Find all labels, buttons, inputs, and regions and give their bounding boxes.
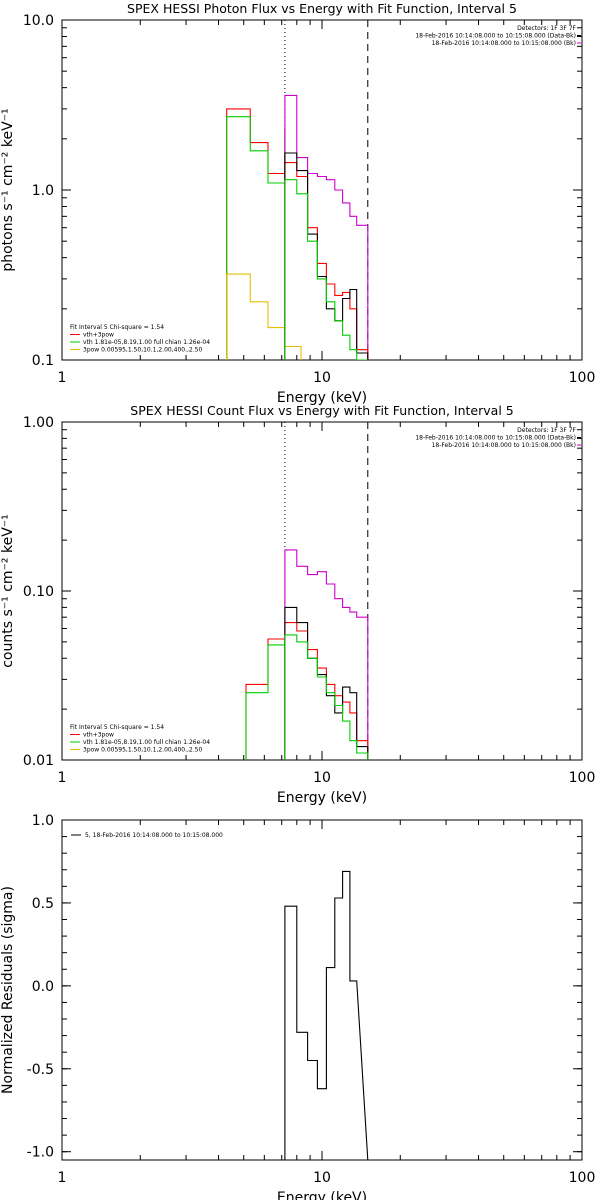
x-tick-label: 100 bbox=[569, 370, 596, 386]
x-tick-label: 1 bbox=[58, 1170, 67, 1186]
x-tick-label: 100 bbox=[569, 1170, 596, 1186]
y-axis-label: photons s⁻¹ cm⁻² keV⁻¹ bbox=[0, 108, 16, 271]
legend-text: 5, 18-Feb-2016 10:14:08.000 to 10:15:08.… bbox=[85, 832, 223, 839]
y-tick-label: 1.0 bbox=[32, 813, 54, 829]
x-axis-label: Energy (keV) bbox=[277, 390, 367, 406]
series-histogram-4 bbox=[284, 94, 369, 360]
plot-frame bbox=[61, 819, 583, 1161]
y-tick-label: 0.10 bbox=[23, 584, 54, 600]
info-text: 18-Feb-2016 10:14:08.000 to 10:15:08.000… bbox=[432, 40, 576, 47]
series-histogram-1 bbox=[245, 634, 286, 760]
x-tick-label: 1 bbox=[58, 370, 67, 386]
series-histogram-3 bbox=[226, 273, 302, 360]
series-histogram-1 bbox=[226, 108, 286, 360]
y-tick-label: 0.1 bbox=[32, 353, 54, 369]
x-tick-label: 10 bbox=[313, 1170, 331, 1186]
series-histogram-2 bbox=[245, 640, 286, 760]
y-tick-label: 0.01 bbox=[23, 753, 54, 769]
chart-panel-2: SPEX HESSI Count Flux vs Energy with Fit… bbox=[0, 403, 595, 806]
y-axis-label: counts s⁻¹ cm⁻² keV⁻¹ bbox=[0, 514, 16, 668]
info-text: Detectors: 1F 3F 7F bbox=[517, 25, 576, 32]
x-tick-label: 1 bbox=[58, 770, 67, 786]
y-tick-label: 10.0 bbox=[23, 13, 54, 29]
x-axis-label: Energy (keV) bbox=[277, 790, 367, 806]
y-tick-label: 1.00 bbox=[23, 415, 54, 431]
plot-frame bbox=[61, 421, 583, 761]
series-histogram-7 bbox=[284, 179, 368, 360]
legend-text: Fit Interval 5 Chi-square = 1.54 bbox=[70, 724, 164, 731]
chart-panel-3: Energy (keV) Normalized Residuals (sigma)… bbox=[0, 813, 595, 1200]
info-text: Detectors: 1F 3F 7F bbox=[517, 427, 576, 434]
series-histogram-6 bbox=[284, 634, 369, 760]
legend-text: vth+3pow bbox=[83, 732, 114, 739]
legend-text: vth+3pow bbox=[83, 332, 114, 339]
y-axis-label: Normalized Residuals (sigma) bbox=[0, 886, 16, 1094]
legend-text: 3pow 0.00595,1.50,10.1,2.00,400.,2.50 bbox=[83, 747, 202, 754]
series-histogram-5 bbox=[284, 162, 369, 360]
series-histogram-3 bbox=[284, 549, 369, 760]
x-tick-label: 100 bbox=[569, 770, 596, 786]
info-text: 18-Feb-2016 10:14:08.000 to 10:15:08.000… bbox=[415, 33, 576, 40]
series-histogram-6 bbox=[284, 152, 369, 360]
x-axis-label: Energy (keV) bbox=[277, 1190, 367, 1200]
x-tick-label: 10 bbox=[313, 770, 331, 786]
legend-text: vth 1.81e-05,8.19,1.00 full chian 1.26e-… bbox=[83, 739, 210, 746]
series-histogram-4 bbox=[284, 622, 369, 760]
legend-text: vth 1.81e-05,8.19,1.00 full chian 1.26e-… bbox=[83, 339, 210, 346]
y-tick-label: 0.5 bbox=[32, 896, 54, 912]
legend-text: Fit Interval 5 Chi-square = 1.54 bbox=[70, 324, 164, 331]
info-text: 18-Feb-2016 10:14:08.000 to 10:15:08.000… bbox=[432, 442, 576, 449]
y-tick-label: -0.5 bbox=[27, 1062, 54, 1078]
series-histogram-1 bbox=[284, 870, 369, 1160]
plot-frame bbox=[61, 19, 583, 361]
chart-panel-1: SPEX HESSI Photon Flux vs Energy with Fi… bbox=[0, 1, 595, 406]
chart-title: SPEX HESSI Photon Flux vs Energy with Fi… bbox=[127, 1, 517, 16]
legend-text: 3pow 0.00595,1.50,10.1,2.00,400.,2.50 bbox=[83, 347, 202, 354]
y-tick-label: 1.0 bbox=[32, 183, 54, 199]
x-tick-label: 10 bbox=[313, 370, 331, 386]
info-text: 18-Feb-2016 10:14:08.000 to 10:15:08.000… bbox=[415, 435, 576, 442]
series-histogram-5 bbox=[284, 606, 369, 760]
y-tick-label: 0.0 bbox=[32, 979, 54, 995]
series-histogram-2 bbox=[226, 116, 286, 360]
chart-title: SPEX HESSI Count Flux vs Energy with Fit… bbox=[130, 403, 513, 418]
y-tick-label: -1.0 bbox=[27, 1145, 54, 1161]
